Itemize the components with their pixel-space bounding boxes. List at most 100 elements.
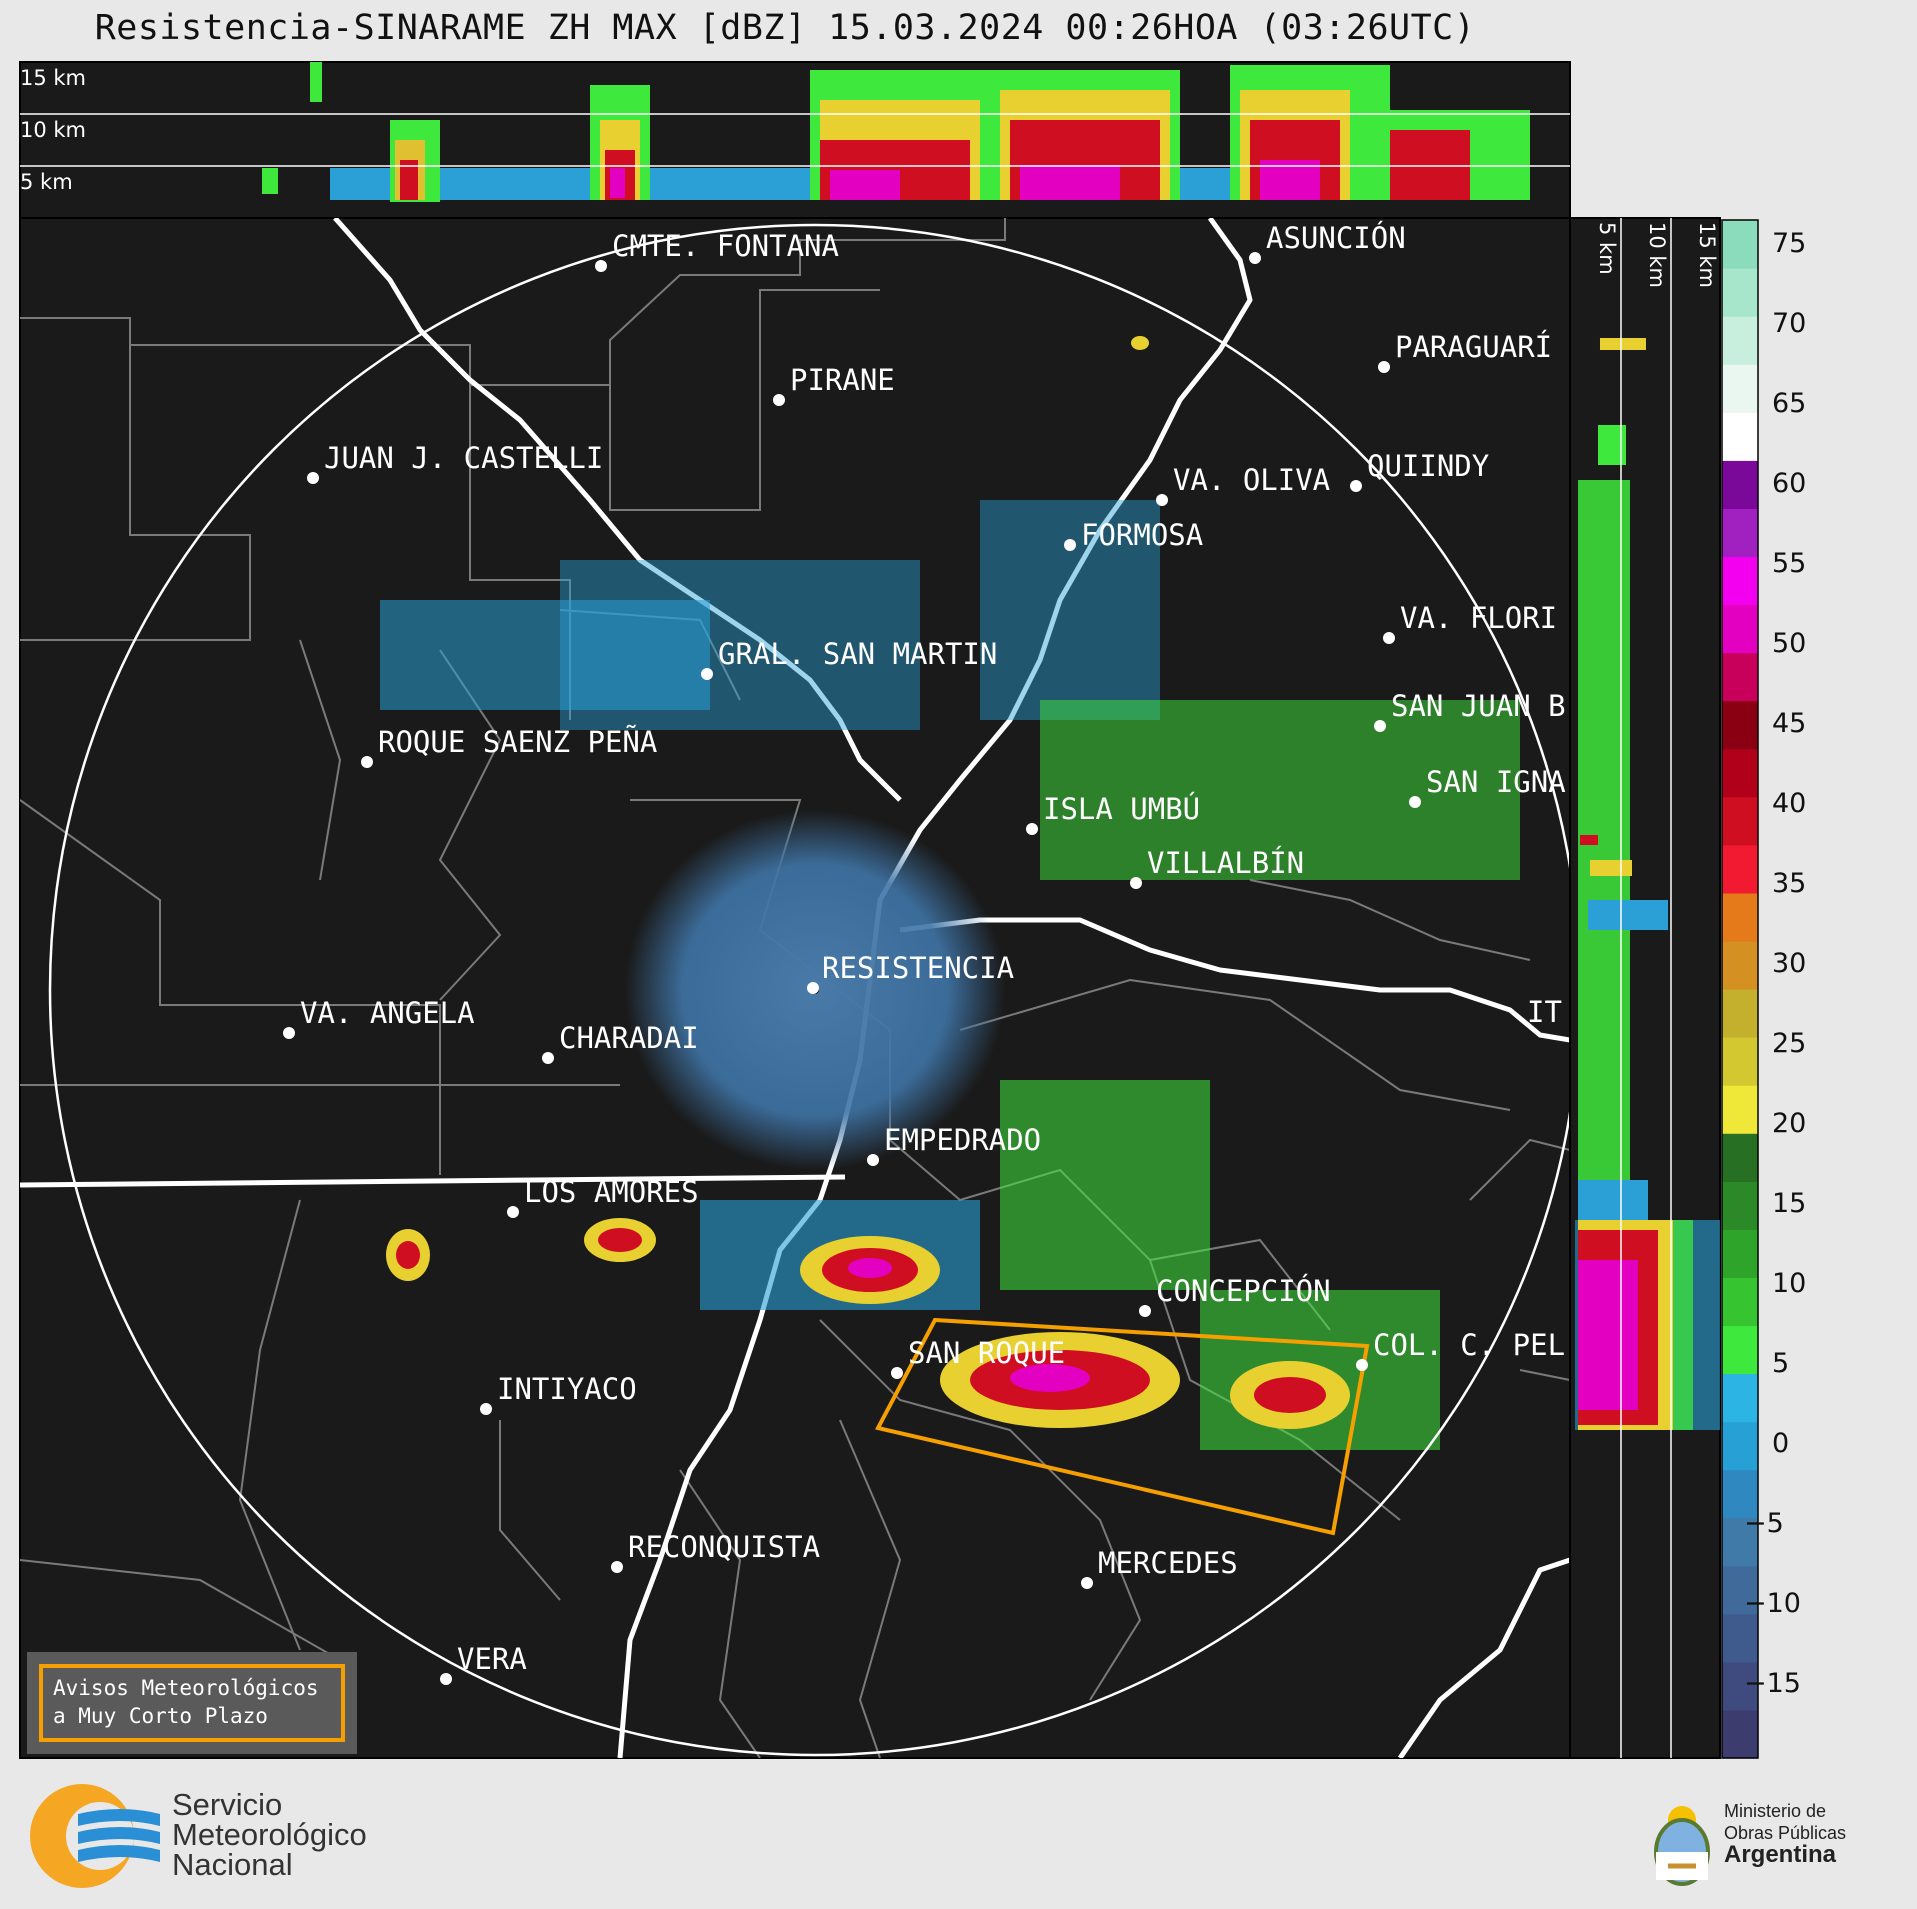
colorbar-block [1722,989,1758,1038]
city-label: CONCEPCIÓN [1156,1274,1331,1308]
city-label: COL. C. PEL [1373,1328,1565,1362]
colorbar-block [1722,316,1758,365]
notice-line: Avisos Meteorológicos [53,1676,319,1700]
city-label: JUAN J. CASTELLI [324,441,603,475]
ministry-logo: Ministerio de Obras Públicas Argentina [1640,1782,1910,1892]
colorbar [1722,220,1758,1759]
city-label: SAN JUAN B [1391,689,1566,723]
colorbar-tick-label: −10 [1744,1588,1801,1619]
smn-name-line: Meteorológico [172,1817,367,1852]
city-label: MERCEDES [1098,1546,1238,1580]
city-dot [440,1673,452,1685]
colorbar-block [1722,1373,1758,1423]
city-label: CMTE. FONTANA [612,229,839,263]
colorbar-block [1722,1421,1758,1471]
city-dot [1130,877,1142,889]
colorbar-block [1722,1517,1758,1567]
city-dot [1356,1359,1368,1371]
colorbar-ticks: 75 70 65 60 55 50 45 40 35 30 25 20 15 1… [1744,228,1806,1699]
top-height-label: 10 km [20,118,86,142]
colorbar-block [1722,652,1758,702]
colorbar-block [1722,1037,1758,1086]
city-label: QUIINDY [1367,449,1489,483]
city-dot [542,1052,554,1064]
smn-name-line: Nacional [172,1847,293,1882]
city-label: VA. OLIVA [1173,463,1330,497]
city-dot [1081,1577,1093,1589]
map-title: Resistencia-SINARAME ZH MAX [dBZ] 15.03.… [94,8,1476,48]
city-dot [1378,361,1390,373]
smn-logo: Servicio Meteorológico Nacional [30,1778,450,1893]
colorbar-block [1722,1277,1758,1327]
city-label: RECONQUISTA [628,1530,820,1564]
city-dot [807,982,819,994]
colorbar-tick-label: 70 [1772,308,1806,339]
city-dot [1026,823,1038,835]
smn-logo-icon [30,1784,160,1888]
city-dot [867,1154,879,1166]
city-dot [1064,539,1076,551]
top-height-label: 15 km [20,66,86,90]
colorbar-block [1722,1181,1758,1230]
city-label: FORMOSA [1081,518,1203,552]
colorbar-block [1722,940,1758,990]
city-label: IT [1527,995,1562,1029]
colorbar-block [1722,460,1758,509]
city-dot [891,1367,903,1379]
city-dot [1139,1305,1151,1317]
colorbar-block [1722,844,1758,894]
colorbar-block [1722,1133,1758,1182]
colorbar-tick-label: 5 [1772,1348,1789,1379]
colorbar-tick-label: 40 [1772,788,1806,819]
city-label: VILLALBÍN [1147,846,1304,880]
colorbar-block [1722,220,1758,269]
colorbar-tick-label: 0 [1772,1428,1789,1459]
notice-line: a Muy Corto Plazo [53,1704,268,1728]
city-label: CHARADAI [559,1021,699,1055]
city-dot [1383,632,1395,644]
colorbar-block [1722,700,1758,750]
city-label: RESISTENCIA [822,951,1014,985]
admin-boundaries [20,218,1570,1758]
city-dot [1249,252,1261,264]
city-label: EMPEDRADO [884,1123,1041,1157]
city-label: ISLA UMBÚ [1043,792,1200,826]
side-height-label: 5 km [1595,222,1619,275]
colorbar-tick-label: 10 [1772,1268,1806,1299]
city-dot [283,1027,295,1039]
colorbar-block [1722,508,1758,558]
ministry-name-line: Ministerio de [1724,1801,1827,1821]
city-dot [1350,480,1362,492]
city-label: VA. FLORI [1400,601,1557,635]
city-label: ASUNCIÓN [1266,221,1406,255]
short-term-warnings-notice: Avisos Meteorológicos a Muy Corto Plazo [27,1652,357,1754]
city-dot [773,394,785,406]
argentina-emblem-icon [1654,1806,1710,1886]
echo-fields [380,336,1520,1450]
colorbar-block [1722,796,1758,846]
colorbar-tick-label: 15 [1772,1188,1806,1219]
colorbar-tick-label: 30 [1772,948,1806,979]
colorbar-block [1722,1229,1758,1278]
warning-polygon [875,1317,1370,1536]
colorbar-tick-label: 25 [1772,1028,1806,1059]
colorbar-tick-label: 35 [1772,868,1806,899]
side-height-label: 15 km [1695,222,1719,288]
colorbar-frame [1721,219,1759,1759]
city-label: ROQUE SAENZ PEÑA [378,725,657,759]
province-boundary [20,1174,846,1188]
city-label: PIRANE [790,363,895,397]
colorbar-tick-label: 45 [1772,708,1806,739]
side-height-label: 10 km [1645,222,1669,288]
city-markers: CMTE. FONTANA ASUNCIÓN PARAGUARÍ PIRANE … [283,221,1566,1685]
city-dot [595,260,607,272]
colorbar-block [1722,1085,1758,1134]
colorbar-tick-label: 50 [1772,628,1806,659]
colorbar-block [1722,412,1758,461]
city-dot [361,756,373,768]
city-dot [507,1206,519,1218]
city-label: GRAL. SAN MARTIN [718,637,997,671]
city-dot [1156,494,1168,506]
city-dot [480,1403,492,1415]
colorbar-block [1722,1325,1758,1375]
